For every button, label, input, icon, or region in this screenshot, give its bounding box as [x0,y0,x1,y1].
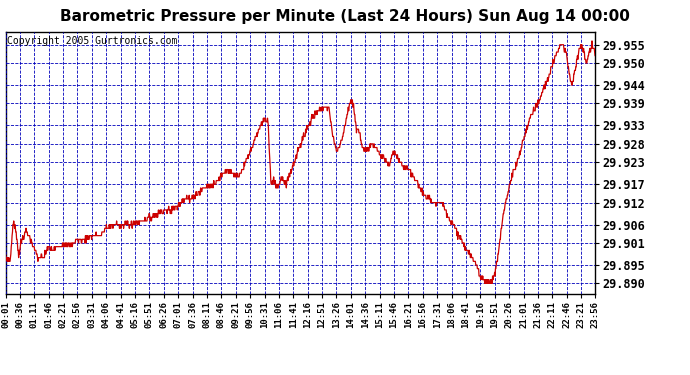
Text: Copyright 2005 Gurtronics.com: Copyright 2005 Gurtronics.com [7,36,177,46]
Text: Barometric Pressure per Minute (Last 24 Hours) Sun Aug 14 00:00: Barometric Pressure per Minute (Last 24 … [60,9,630,24]
